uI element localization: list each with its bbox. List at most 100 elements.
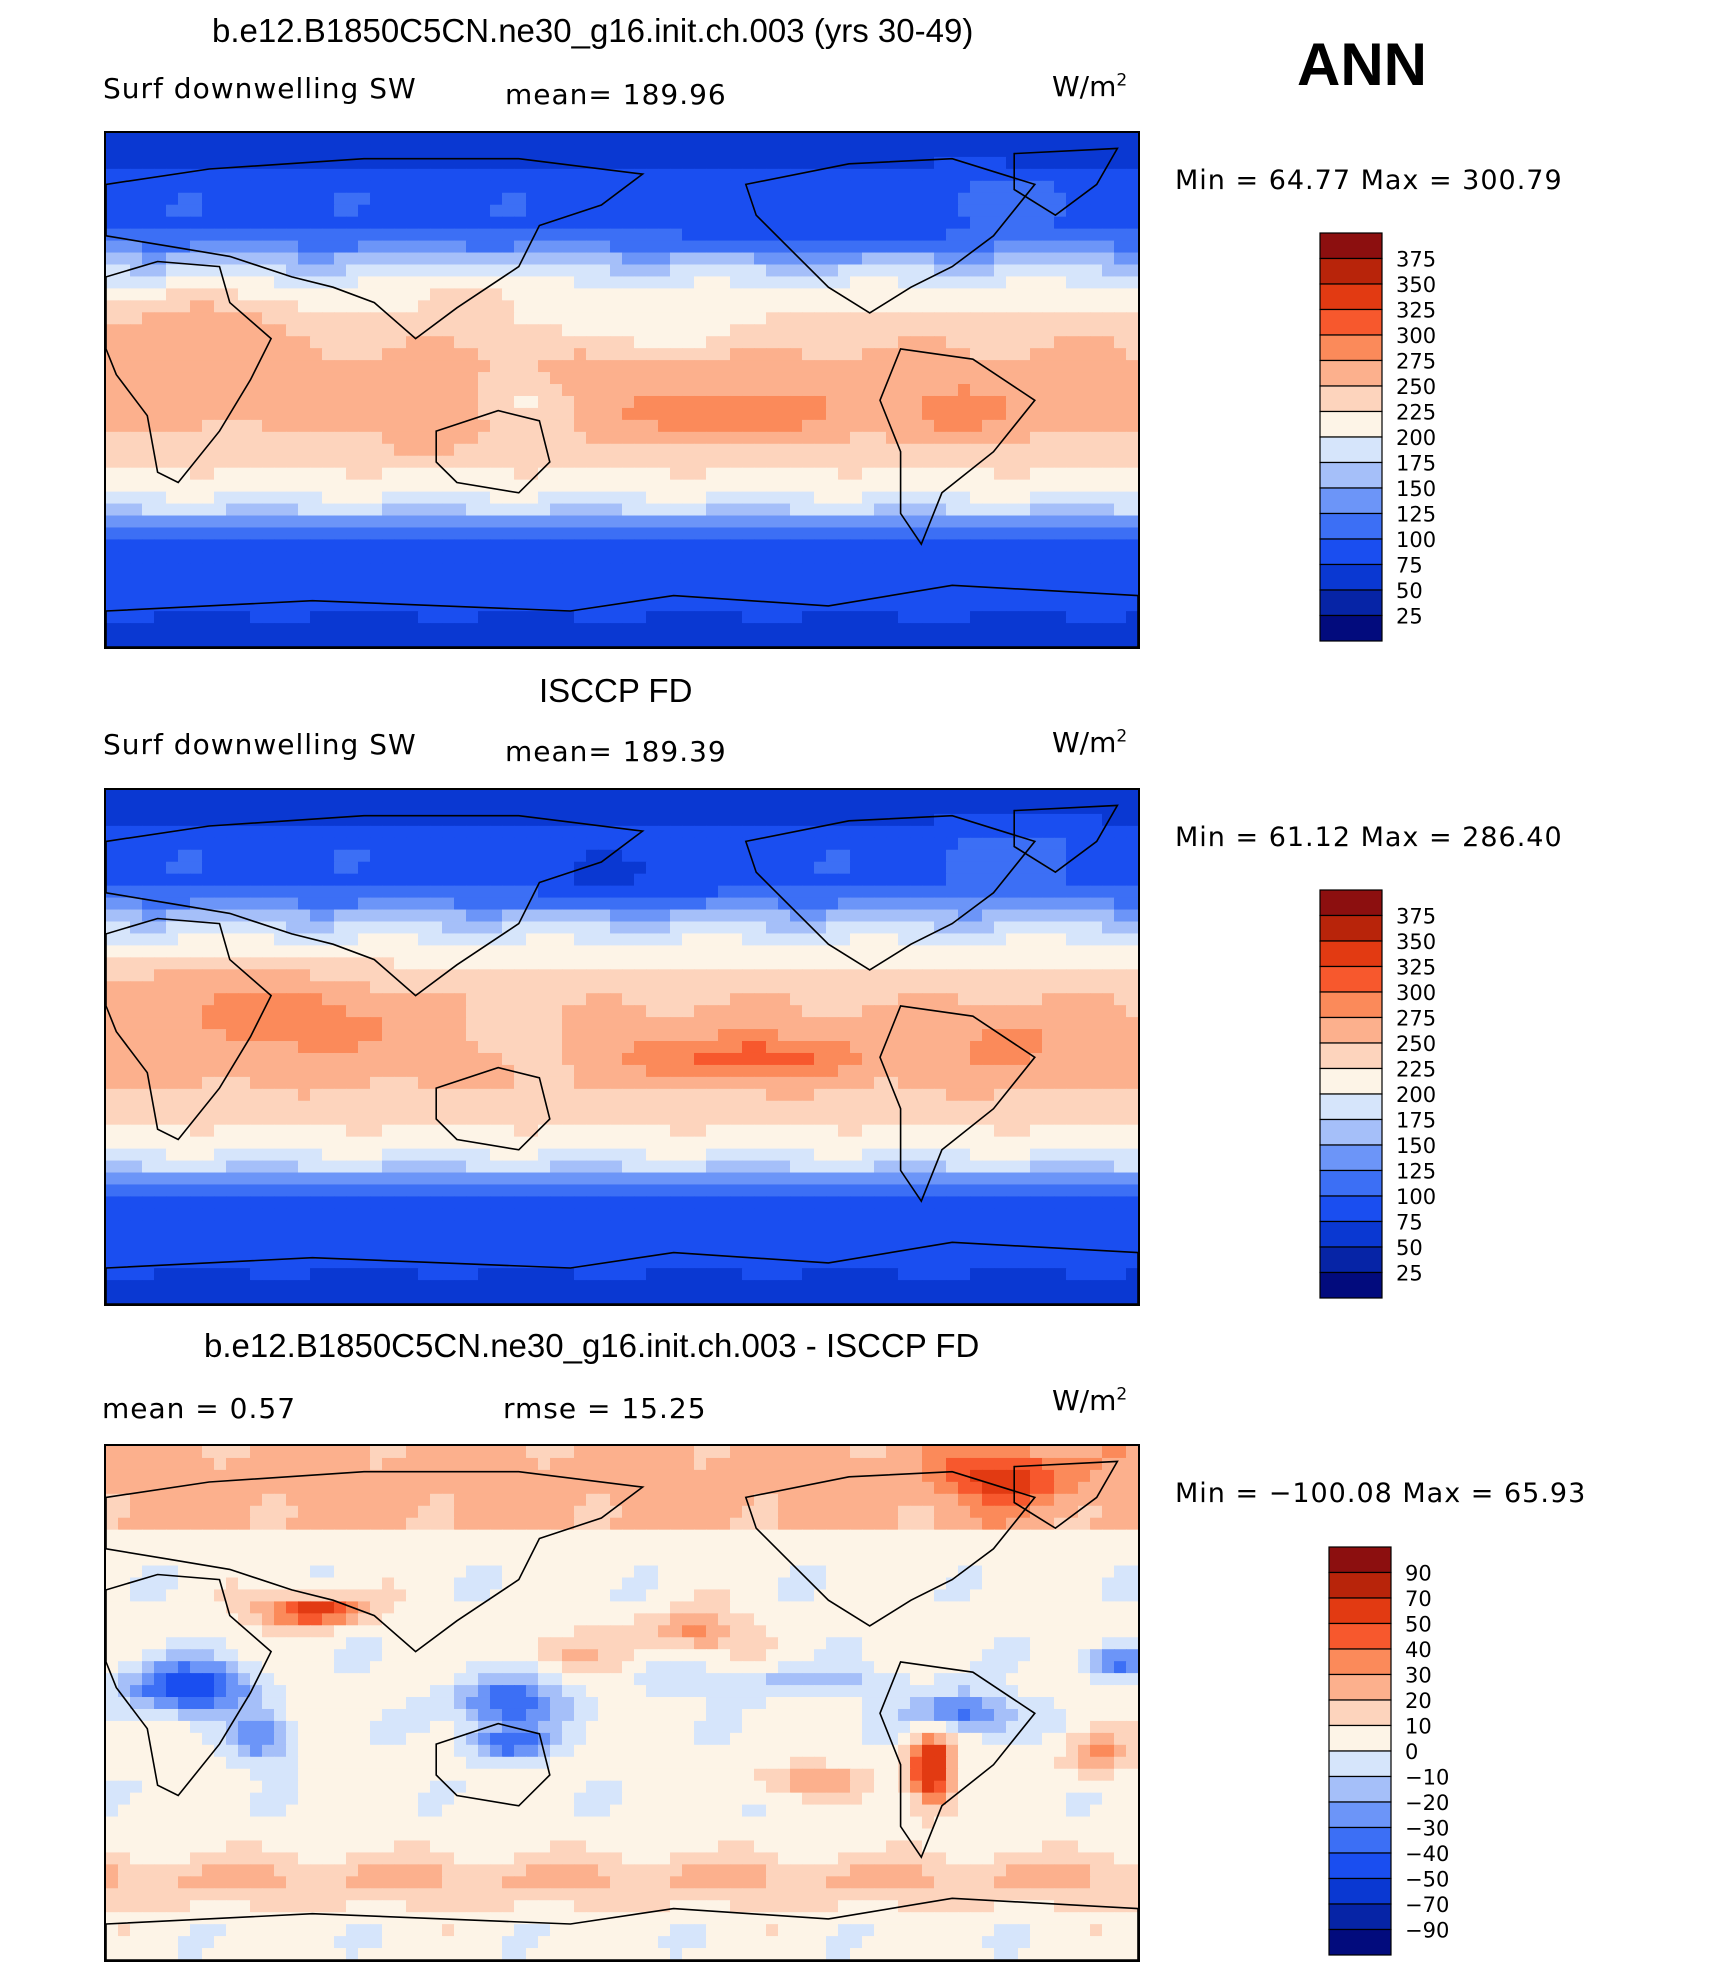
panel-1-coastline [106, 157, 645, 340]
panel-3-colorbar-box [1328, 1546, 1392, 1574]
panel-1-colorbar-tick-label: 50 [1396, 579, 1423, 603]
panel-1-variable-label: Surf downwelling SW [103, 72, 417, 105]
panel-1-colorbar-box [1319, 359, 1383, 387]
panel-1-colorbar-box [1319, 410, 1383, 438]
panel-1-colorbar-box [1319, 283, 1383, 311]
panel-2-variable-label: Surf downwelling SW [103, 728, 417, 761]
panel-3-colorbar-box [1328, 1648, 1392, 1676]
panel-1-coastline [744, 157, 1037, 314]
panel-1-colorbar-tick-label: 375 [1396, 248, 1436, 272]
panel-2-units: W/m2 [1052, 726, 1128, 759]
panel-2-colorbar-tick-label: 100 [1396, 1185, 1436, 1209]
panel-1-colorbar-tick-label: 125 [1396, 503, 1436, 527]
panel-3-colorbar-tick-label: 20 [1405, 1689, 1432, 1713]
panel-1-colorbar-box [1319, 538, 1383, 566]
panel-3-colorbar-tick-label: −30 [1405, 1817, 1449, 1841]
panel-1-colorbar-tick-label: 275 [1396, 350, 1436, 374]
panel-2-colorbar-box [1319, 1016, 1383, 1044]
panel-1-colorbar-box [1319, 257, 1383, 285]
panel-3-colorbar-box [1328, 1622, 1392, 1650]
panel-3-coastline [744, 1470, 1037, 1627]
panel-3-field-cells [106, 1446, 1138, 1960]
panel-3-colorbar-box [1328, 1826, 1392, 1854]
panel-3-colorbar-tick-label: 50 [1405, 1613, 1432, 1637]
panel-3-colorbar-tick-label: −50 [1405, 1868, 1449, 1892]
panel-1-colorbar-tick-label: 325 [1396, 299, 1436, 323]
panel-1-coastline [1013, 147, 1119, 217]
panel-3-title: b.e12.B1850C5CN.ne30_g16.init.ch.003 - I… [204, 1327, 980, 1364]
panel-1-mean-label: mean= 189.96 [505, 78, 727, 111]
panel-2-coastline [744, 814, 1037, 971]
panel-2-colorbar-tick-label: 250 [1396, 1032, 1436, 1056]
panel-1-colorbar-box [1319, 512, 1383, 540]
panel-1-colorbar: 375 350 325 300 275 250 225 200 175 150 125 100 75 50… [1318, 231, 1438, 642]
panel-1-colorbar-box [1319, 589, 1383, 617]
panel-3-colorbar-tick-label: −90 [1405, 1919, 1449, 1943]
panel-1-colorbar-tick-label: 175 [1396, 452, 1436, 476]
panel-3-colorbar: 90 70 50 40 30 20 10 0 −10 −20 −30 −40 −50 −70 −90 [1327, 1545, 1449, 1956]
panel-3-colorbar-box [1328, 1699, 1392, 1727]
panel-2-field-cells [106, 790, 1138, 1304]
panel-2-colorbar-box [1319, 1195, 1383, 1223]
panel-1-title: b.e12.B1850C5CN.ne30_g16.init.ch.003 (yr… [212, 12, 974, 49]
panel-2-contour-field [106, 790, 1138, 1304]
panel-3-colorbar-box [1328, 1801, 1392, 1829]
panel-1-colorbar-tick-label: 200 [1396, 426, 1436, 450]
panel-2-minmax: Min = 61.12 Max = 286.40 [1175, 822, 1563, 853]
panel-1-colorbar-box [1319, 487, 1383, 515]
panel-3-colorbar-box [1328, 1928, 1392, 1956]
panel-1-coastline [106, 260, 273, 484]
panel-2-mean-label: mean= 189.39 [505, 735, 727, 768]
panel-1-coastline [879, 348, 1036, 546]
panel-3-coastline [106, 1573, 273, 1797]
panel-2-colorbar-box [1319, 1246, 1383, 1274]
panel-2-coastline [106, 814, 645, 997]
panel-3-colorbar-box [1328, 1877, 1392, 1905]
panel-3-coastline [1013, 1460, 1119, 1530]
panel-3-colorbar-box [1328, 1597, 1392, 1625]
panel-2-colorbar-box [1319, 1220, 1383, 1248]
panel-2-coastline [1013, 804, 1119, 874]
panel-1-colorbar-box [1319, 334, 1383, 362]
panel-3-colorbar-box [1328, 1852, 1392, 1880]
panel-1-colorbar-tick-label: 300 [1396, 324, 1436, 348]
panel-1-colorbar-box [1319, 436, 1383, 464]
panel-3-coastline [435, 1722, 551, 1807]
panel-3-colorbar-tick-label: −20 [1405, 1791, 1449, 1815]
panel-1-colorbar-tick-label: 100 [1396, 528, 1436, 552]
panel-3-colorbar-box [1328, 1724, 1392, 1752]
panel-1-contour-field [106, 133, 1138, 647]
panel-2-coastline [879, 1005, 1036, 1203]
panel-2-coastline [435, 1066, 551, 1151]
panel-3-colorbar-box [1328, 1775, 1392, 1803]
panel-2-title: ISCCP FD [539, 672, 693, 709]
panel-1-coastline [435, 409, 551, 494]
panel-3-units: W/m2 [1052, 1384, 1128, 1417]
panel-2-coastline [106, 1241, 1138, 1304]
panel-3-contour-field [106, 1446, 1138, 1960]
panel-2-colorbar-box [1319, 991, 1383, 1019]
panel-3-colorbar-box [1328, 1903, 1392, 1931]
panel-1-colorbar-tick-label: 225 [1396, 401, 1436, 425]
panel-1-colorbar-box [1319, 614, 1383, 642]
panel-2-colorbar-tick-label: 125 [1396, 1160, 1436, 1184]
panel-3-colorbar-tick-label: 0 [1405, 1740, 1418, 1764]
panel-2-colorbar-box [1319, 1093, 1383, 1121]
panel-3-mean-label: mean = 0.57 [102, 1392, 297, 1425]
panel-3-coastline [106, 1897, 1138, 1960]
panel-2-colorbar-box [1319, 914, 1383, 942]
panel-1-field-cells [106, 133, 1138, 647]
season-label: ANN [1297, 31, 1427, 98]
panel-1-colorbar-tick-label: 350 [1396, 273, 1436, 297]
panel-1-colorbar-box [1319, 385, 1383, 413]
panel-3-colorbar-box [1328, 1673, 1392, 1701]
panel-2-colorbar-tick-label: 275 [1396, 1007, 1436, 1031]
panel-3-colorbar-tick-label: 40 [1405, 1638, 1432, 1662]
panel-2-colorbar-box [1319, 1067, 1383, 1095]
panel-2-colorbar-tick-label: 150 [1396, 1134, 1436, 1158]
panel-1-colorbar-box [1319, 308, 1383, 336]
panel-3-colorbar-tick-label: −10 [1405, 1766, 1449, 1790]
panel-1-map [104, 131, 1140, 649]
panel-3-rmse-label: rmse = 15.25 [503, 1392, 707, 1425]
panel-2-colorbar-tick-label: 300 [1396, 981, 1436, 1005]
